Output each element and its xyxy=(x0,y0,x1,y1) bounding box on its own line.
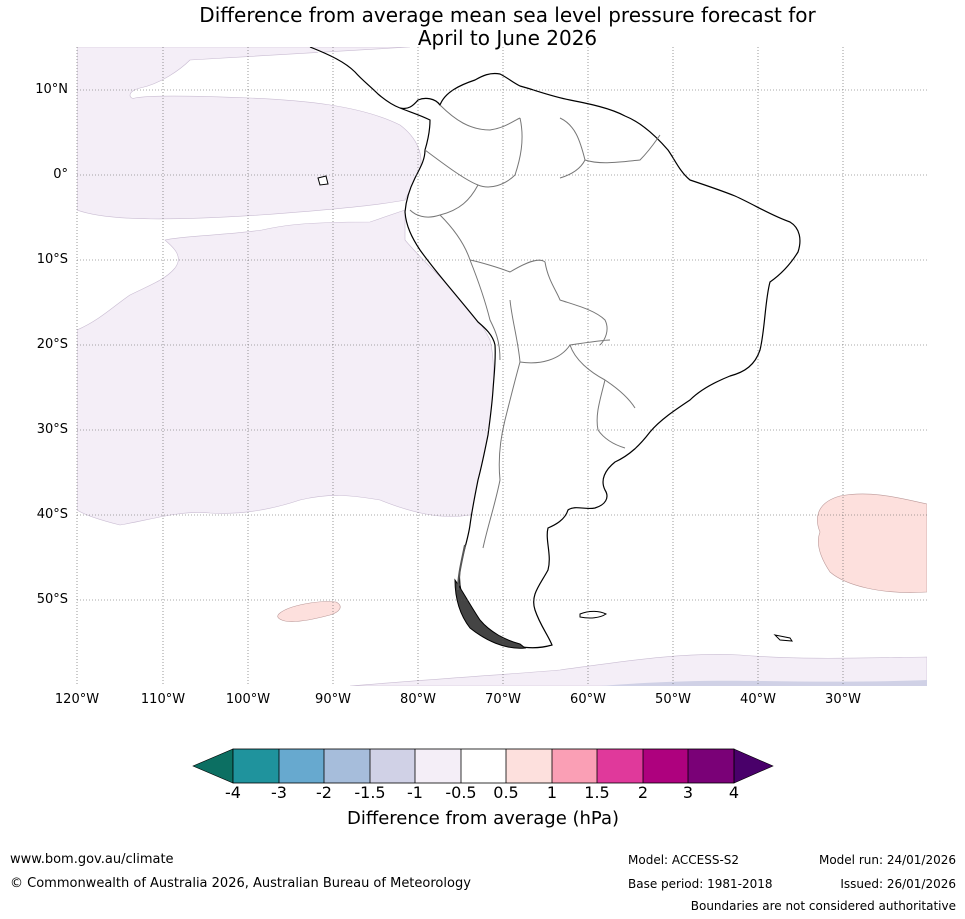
anomaly-region-south-pacific-small xyxy=(277,601,341,622)
lat-label-40s: 40°S xyxy=(36,507,68,522)
colorbar-tick: 4 xyxy=(728,783,740,802)
footer-issued: Issued: 26/01/2026 xyxy=(840,877,956,891)
colorbar-extend-high xyxy=(733,748,774,784)
lon-label-60w: 60°W xyxy=(570,692,606,707)
colorbar-tick: -0.5 xyxy=(445,783,477,802)
lon-label-90w: 90°W xyxy=(315,692,351,707)
colorbar-label: Difference from average (hPa) xyxy=(346,808,620,829)
colorbar-tick: 2 xyxy=(637,783,649,802)
colorbar-bin-11 xyxy=(688,749,734,783)
colorbar-bin-6 xyxy=(461,749,506,783)
colorbar-bin-7 xyxy=(506,749,552,783)
colorbar-bin-2 xyxy=(279,749,324,783)
colorbar-tick: -2 xyxy=(316,783,332,802)
footer-disclaimer: Boundaries are not considered authoritat… xyxy=(690,899,956,913)
island-galapagos xyxy=(317,175,329,186)
footer-copyright: © Commonwealth of Australia 2026, Austra… xyxy=(10,876,471,891)
colorbar-bin-4 xyxy=(370,749,415,783)
footer-url[interactable]: www.bom.gov.au/climate xyxy=(10,852,174,867)
colorbar-bin-1 xyxy=(233,749,279,783)
lon-label-80w: 80°W xyxy=(400,692,436,707)
south-america-landmass xyxy=(309,47,801,649)
map-area xyxy=(77,47,927,686)
footer-model-run: Model run: 24/01/2026 xyxy=(818,853,956,867)
lat-label-0: 0° xyxy=(53,167,68,182)
lat-label-50s: 50°S xyxy=(36,592,68,607)
anomaly-region-south-atlantic-east xyxy=(817,493,927,593)
colorbar-bin-9 xyxy=(597,749,643,783)
lon-label-30w: 30°W xyxy=(825,692,861,707)
lat-label-10s: 10°S xyxy=(36,252,68,267)
lon-label-120w: 120°W xyxy=(54,692,100,707)
island-falklands xyxy=(579,610,607,619)
tierra-del-fuego xyxy=(454,578,527,649)
colorbar-tick: -3 xyxy=(271,783,287,802)
footer-model: Model: ACCESS-S2 xyxy=(628,853,740,867)
colorbar-extend-low xyxy=(192,748,234,784)
chile-fjords xyxy=(457,544,466,591)
colorbar-bin-5 xyxy=(415,749,461,783)
colorbar-tick: 0.5 xyxy=(493,783,519,802)
colorbar-tick: -1.5 xyxy=(354,783,386,802)
title-line-1: Difference from average mean sea level p… xyxy=(199,3,816,27)
footer-base-period: Base period: 1981-2018 xyxy=(628,877,773,891)
colorbar-tick: -4 xyxy=(225,783,241,802)
lat-label-20s: 20°S xyxy=(36,337,68,352)
colorbar xyxy=(192,748,774,784)
colorbar-bin-10 xyxy=(643,749,688,783)
colorbar-tick: -1 xyxy=(407,783,423,802)
colorbar-tick: 1.5 xyxy=(584,783,610,802)
anomaly-region-southern-ocean-band xyxy=(349,654,927,686)
lat-label-10n: 10°N xyxy=(35,82,68,97)
colorbar-bin-3 xyxy=(324,749,370,783)
lon-label-110w: 110°W xyxy=(140,692,186,707)
anomaly-region-southern-ocean-strip xyxy=(600,680,927,686)
lon-label-100w: 100°W xyxy=(225,692,271,707)
lat-label-30s: 30°S xyxy=(36,422,68,437)
lon-label-50w: 50°W xyxy=(655,692,691,707)
anomaly-region-eastern-pacific-main xyxy=(77,47,495,526)
lon-label-70w: 70°W xyxy=(485,692,521,707)
colorbar-tick: 1 xyxy=(546,783,558,802)
map-title: Difference from average mean sea level p… xyxy=(0,4,965,50)
lon-label-40w: 40°W xyxy=(740,692,776,707)
colorbar-bin-8 xyxy=(552,749,597,783)
title-line-2: April to June 2026 xyxy=(417,26,598,50)
gridlines xyxy=(76,47,927,686)
island-south-georgia xyxy=(773,634,793,642)
colorbar-tick: 3 xyxy=(682,783,694,802)
